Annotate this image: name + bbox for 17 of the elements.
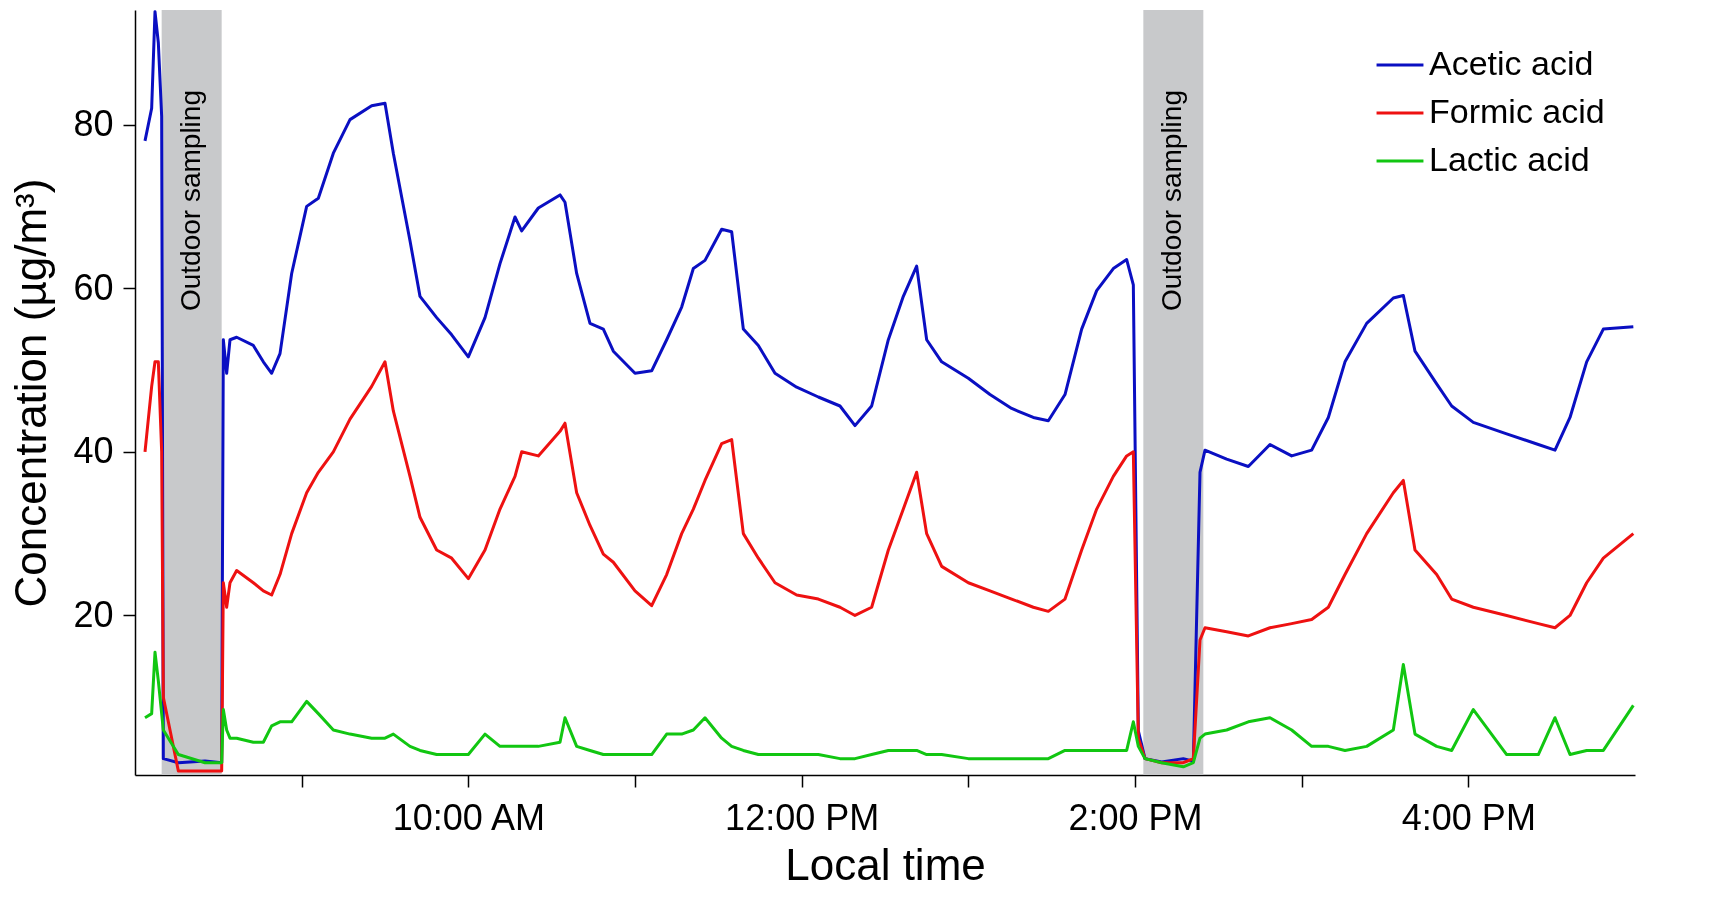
x-tick-label: 10:00 AM (392, 796, 545, 838)
legend-label: Formic acid (1429, 92, 1605, 130)
line-series (143, 650, 1635, 769)
y-tick-label: 20 (73, 593, 114, 635)
x-tick-label: 4:00 PM (1401, 796, 1536, 838)
legend-label: Lactic acid (1429, 140, 1590, 178)
line-series (143, 360, 1635, 773)
x-tick-label: 2:00 PM (1068, 796, 1203, 838)
band-label: Outdoor sampling (174, 90, 206, 312)
y-tick-label: 60 (73, 266, 114, 308)
x-axis-title: Local time (785, 839, 986, 889)
y-axis-title: Concentration (µg/m³) (6, 178, 56, 608)
legend-label: Acetic acid (1429, 44, 1594, 82)
y-tick-label: 40 (73, 430, 114, 472)
y-tick-label: 80 (73, 103, 114, 145)
band-label: Outdoor sampling (1156, 90, 1188, 312)
x-tick-label: 12:00 PM (725, 796, 880, 838)
